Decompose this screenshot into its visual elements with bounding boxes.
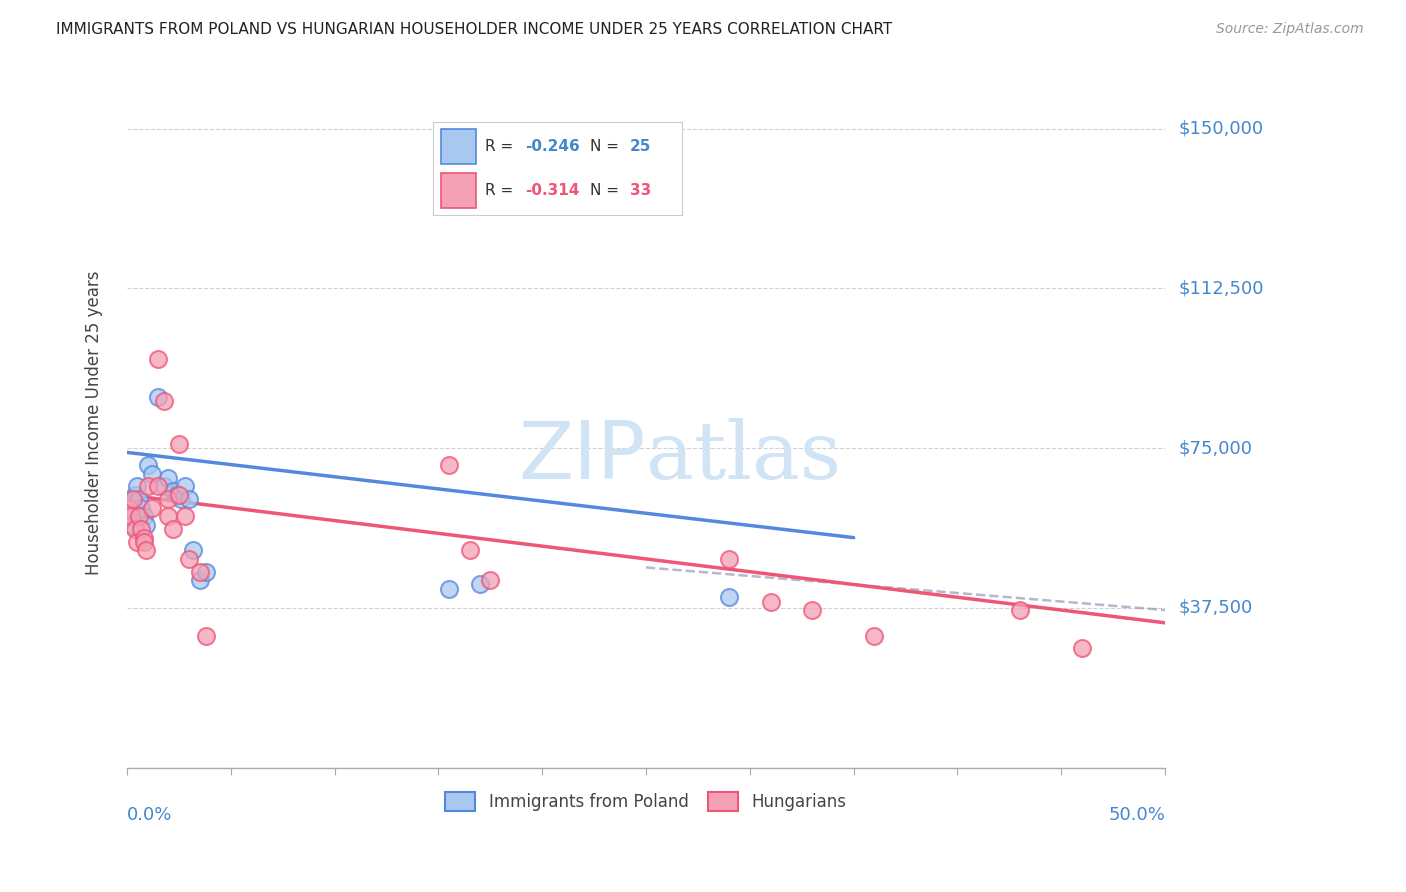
Text: ZIP: ZIP (519, 418, 645, 496)
Point (157, 471, 180, 485)
Point (183, 543, 205, 558)
Point (128, 509, 150, 524)
Point (136, 458, 159, 473)
Point (153, 394, 176, 409)
Point (146, 390, 169, 404)
Point (120, 517, 142, 532)
Point (122, 505, 145, 519)
Point (188, 565, 211, 579)
Text: $150,000: $150,000 (1180, 120, 1264, 137)
Point (146, 351, 169, 366)
Point (718, 591, 741, 605)
Point (124, 488, 146, 502)
Point (131, 500, 153, 515)
Point (179, 492, 201, 507)
Point (179, 552, 201, 566)
Point (132, 509, 155, 524)
Point (132, 534, 155, 549)
Point (1008, 603, 1031, 617)
Point (141, 500, 163, 515)
Point (759, 594, 782, 608)
Point (863, 629, 886, 643)
Point (458, 543, 481, 558)
Point (122, 492, 145, 507)
Text: 0.0%: 0.0% (127, 805, 173, 823)
Text: $112,500: $112,500 (1180, 279, 1264, 297)
Point (162, 522, 184, 536)
Point (166, 488, 188, 502)
Text: $37,500: $37,500 (1180, 599, 1253, 617)
Text: IMMIGRANTS FROM POLAND VS HUNGARIAN HOUSEHOLDER INCOME UNDER 25 YEARS CORRELATIO: IMMIGRANTS FROM POLAND VS HUNGARIAN HOUS… (56, 22, 893, 37)
Point (128, 492, 150, 507)
Point (120, 509, 142, 524)
Point (188, 573, 211, 587)
Y-axis label: Householder Income Under 25 years: Householder Income Under 25 years (86, 270, 103, 574)
Text: 50.0%: 50.0% (1108, 805, 1166, 823)
Point (174, 479, 197, 493)
Point (146, 479, 169, 493)
Point (437, 458, 460, 473)
Point (135, 517, 157, 532)
Point (437, 582, 460, 596)
Point (162, 483, 184, 498)
Point (135, 543, 157, 558)
Point (170, 492, 193, 507)
Point (167, 437, 190, 451)
Legend: Immigrants from Poland, Hungarians: Immigrants from Poland, Hungarians (446, 792, 846, 811)
Point (132, 531, 155, 545)
Text: $75,000: $75,000 (1180, 439, 1253, 457)
Point (124, 522, 146, 536)
Point (136, 479, 159, 493)
Point (167, 488, 190, 502)
Point (479, 573, 502, 587)
Point (718, 552, 741, 566)
Point (157, 509, 180, 524)
Point (174, 509, 197, 524)
Text: atlas: atlas (645, 418, 841, 496)
Text: Source: ZipAtlas.com: Source: ZipAtlas.com (1216, 22, 1364, 37)
Point (194, 565, 217, 579)
Point (127, 479, 149, 493)
Point (194, 629, 217, 643)
Point (157, 492, 180, 507)
Point (118, 500, 141, 515)
Point (131, 522, 153, 536)
Point (801, 603, 824, 617)
Point (1071, 641, 1094, 656)
Point (118, 496, 141, 510)
Point (127, 534, 149, 549)
Point (153, 479, 176, 493)
Point (141, 467, 163, 481)
Point (468, 577, 491, 591)
